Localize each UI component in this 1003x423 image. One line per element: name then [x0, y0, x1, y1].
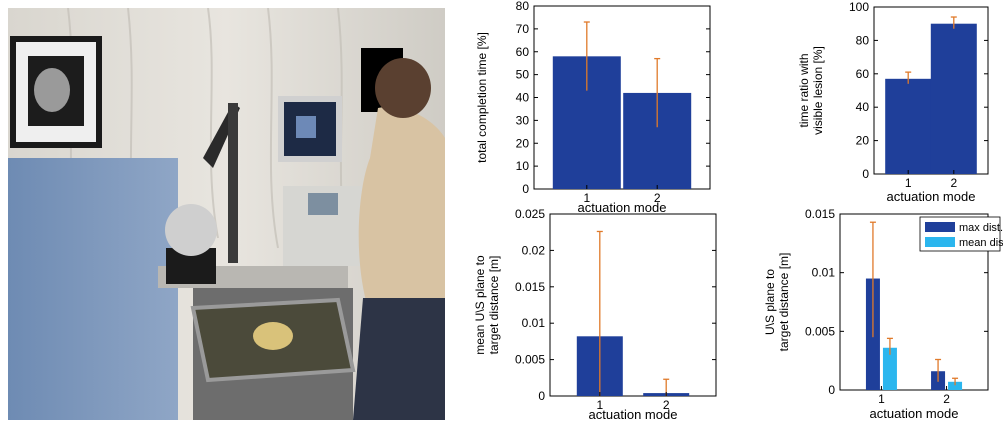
y-tick-label: 20 — [516, 136, 530, 150]
y-axis-label: visible lesion [%] — [811, 46, 825, 135]
chart-grouped-distance: 0 0.005 0.01 0.015 U\S plane to target distan… — [763, 207, 1003, 421]
bar — [885, 78, 932, 174]
x-axis-label: actuation mode — [887, 189, 976, 204]
x-tick-label: 1 — [596, 398, 603, 412]
y-axis-label: mean U\S plane to — [473, 255, 487, 355]
y-tick-label: 10 — [516, 159, 530, 173]
y-tick-label: 70 — [516, 22, 530, 36]
legend-swatch — [925, 222, 955, 232]
y-tick-label: 20 — [856, 134, 870, 148]
x-tick-label: 1 — [905, 176, 912, 190]
y-tick-label: 60 — [516, 45, 530, 59]
bar — [930, 23, 977, 175]
chart-visible-lesion: 0 20 40 60 80 100 time ratio with visible lesio… — [797, 0, 989, 204]
y-tick-label: 50 — [516, 68, 530, 82]
y-tick-label: 0.005 — [515, 353, 545, 367]
x-axis-label: actuation mode — [870, 406, 959, 421]
legend-swatch — [925, 237, 955, 247]
y-tick-label: 40 — [516, 91, 530, 105]
y-axis-label: U\S plane to — [763, 269, 777, 335]
y-tick-label: 30 — [516, 113, 530, 127]
y-tick-label: 0.015 — [805, 207, 835, 221]
y-tick-label: 0 — [538, 389, 545, 403]
y-tick-label: 0 — [522, 182, 529, 196]
legend-label: mean dist. — [959, 237, 1003, 249]
plot-frame — [839, 213, 989, 391]
x-axis-label: actuation mode — [578, 200, 667, 212]
y-axis-label: target distance [m] — [487, 256, 501, 355]
y-tick-label: 0.015 — [515, 280, 545, 294]
y-tick-label: 0 — [862, 167, 869, 181]
x-tick-label: 1 — [583, 191, 590, 205]
bar — [948, 381, 963, 390]
lab-setup-photo — [8, 8, 445, 420]
x-axis-label: actuation mode — [589, 407, 678, 422]
y-tick-label: 80 — [856, 33, 870, 47]
legend-label: max dist. — [959, 222, 1003, 234]
y-axis-label: total completion time [%] — [475, 32, 489, 163]
plot-frame — [549, 213, 717, 397]
y-axis-label: target distance [m] — [777, 253, 791, 352]
chart-completion-time: 0 10 20 30 40 50 60 70 80 total completion time [… — [475, 0, 711, 212]
y-tick-label: 0.01 — [812, 266, 836, 280]
y-tick-label: 60 — [856, 67, 870, 81]
x-tick-label: 2 — [950, 176, 957, 190]
x-tick-label: 2 — [943, 392, 950, 406]
y-tick-label: 0 — [828, 383, 835, 397]
y-axis-label: time ratio with — [797, 53, 811, 127]
y-tick-label: 40 — [856, 100, 870, 114]
x-tick-label: 1 — [878, 392, 885, 406]
y-tick-label: 80 — [516, 0, 530, 13]
chart-mean-distance: 0 0.005 0.01 0.015 0.02 0.025 mean U\S plane t… — [473, 207, 717, 422]
y-tick-label: 0.005 — [805, 324, 835, 338]
bar — [882, 347, 897, 390]
x-tick-label: 2 — [663, 398, 670, 412]
y-tick-label: 100 — [849, 0, 869, 14]
y-tick-label: 0.02 — [522, 243, 546, 257]
y-tick-label: 0.025 — [515, 207, 545, 221]
y-tick-label: 0.01 — [522, 316, 546, 330]
x-tick-label: 2 — [654, 191, 661, 205]
